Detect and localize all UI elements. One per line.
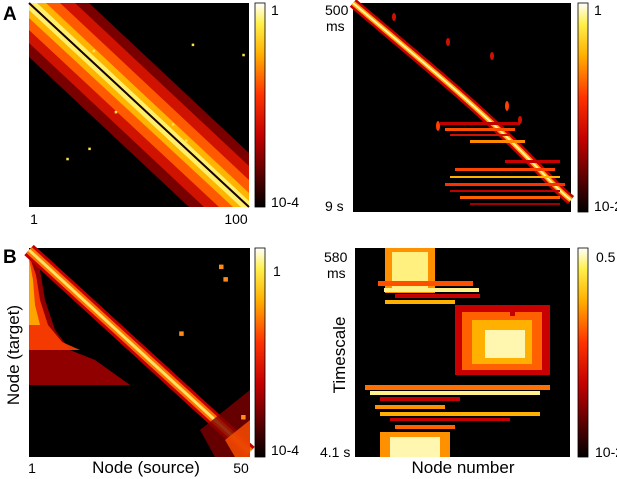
a-right-y-tick-bottom: 9 s: [325, 198, 344, 214]
b-left-blob-inner: [29, 258, 40, 325]
b-left-point-2: [179, 331, 184, 336]
b-left-x-tick-1: 1: [28, 460, 36, 476]
b-left-band-core: [27, 248, 252, 454]
b-right-blob-bottom-core: [390, 437, 440, 457]
b-right-x-axis-title: Node number: [411, 458, 514, 477]
b-right-y-tick-top-unit: ms: [327, 265, 346, 281]
b-left-blob-mid: [29, 255, 80, 350]
b-left-blob-outer: [29, 250, 130, 385]
a-right-colorbar-top-label: 1: [594, 2, 602, 18]
a-left-colorbar: [254, 2, 266, 208]
a-left-point-4: [171, 123, 175, 126]
b-left-point-0: [219, 264, 224, 270]
b-right-colorbar-bottom-label: 10-2: [595, 444, 617, 460]
a-left-point-5: [185, 139, 188, 142]
a-left-heatmap: [28, 2, 250, 208]
b-left-colorbar-top-label: 1: [273, 263, 281, 279]
b-right-y-tick-top: 580: [324, 249, 348, 265]
b-right-colorbar: [577, 247, 589, 458]
panel-a-left-chart: A 1 100 1 10-4: [3, 2, 299, 227]
b-left-colorbar: [254, 247, 266, 458]
a-left-point-1: [191, 43, 195, 47]
panel-b-left-chart: B 1 50 Node (source) Node (target) 1 10-…: [3, 244, 299, 477]
a-left-point-2: [242, 53, 245, 57]
b-left-colorbar-bottom-label: 10-4: [271, 442, 299, 458]
panel-a-right-chart: 500 ms 9 s 1 10-2: [325, 0, 617, 214]
b-right-heatmap: [365, 248, 550, 457]
b-left-corner-glow-inner: [225, 420, 250, 457]
b-right-cluster-core: [485, 330, 525, 358]
a-right-spots: [392, 13, 522, 131]
a-left-colorbar-top-label: 1: [271, 2, 279, 18]
b-right-y-tick-bottom: 4.1 s: [320, 444, 350, 460]
a-left-point-7: [66, 157, 69, 161]
a-right-heatmap: [349, 0, 575, 205]
b-left-point-1: [223, 277, 228, 282]
a-left-colorbar-bottom-label: 10-4: [271, 194, 299, 210]
a-right-horizontal-streaks: [440, 122, 565, 205]
a-right-y-tick-top: 500: [325, 2, 349, 18]
a-left-x-tick-100: 100: [224, 211, 248, 227]
a-left-diagonal: [28, 2, 250, 208]
b-right-y-axis-title: Timescale: [330, 317, 349, 394]
a-left-point-6: [88, 147, 91, 151]
a-right-y-tick-top-unit: ms: [326, 18, 345, 34]
b-left-heatmap: [24, 244, 255, 458]
a-right-colorbar: [577, 2, 589, 213]
panel-letter-a: A: [3, 4, 17, 25]
b-left-x-tick-50: 50: [233, 460, 249, 476]
a-left-point-0: [92, 49, 96, 53]
b-left-x-axis-title: Node (source): [92, 458, 200, 477]
b-left-point-3: [241, 415, 246, 420]
a-right-colorbar-bottom-label: 10-2: [594, 198, 617, 214]
b-right-colorbar-top-label: 0.5: [596, 249, 616, 265]
a-left-x-tick-1: 1: [30, 211, 38, 227]
a-left-point-3: [114, 110, 118, 114]
b-left-y-axis-title: Node (target): [4, 305, 23, 405]
b-left-points: [179, 264, 246, 420]
panel-letter-b: B: [3, 247, 17, 268]
a-left-points: [66, 43, 245, 161]
panel-b-right-chart: 580 ms 4.1 s Timescale Node number 0.5 1…: [320, 247, 617, 477]
